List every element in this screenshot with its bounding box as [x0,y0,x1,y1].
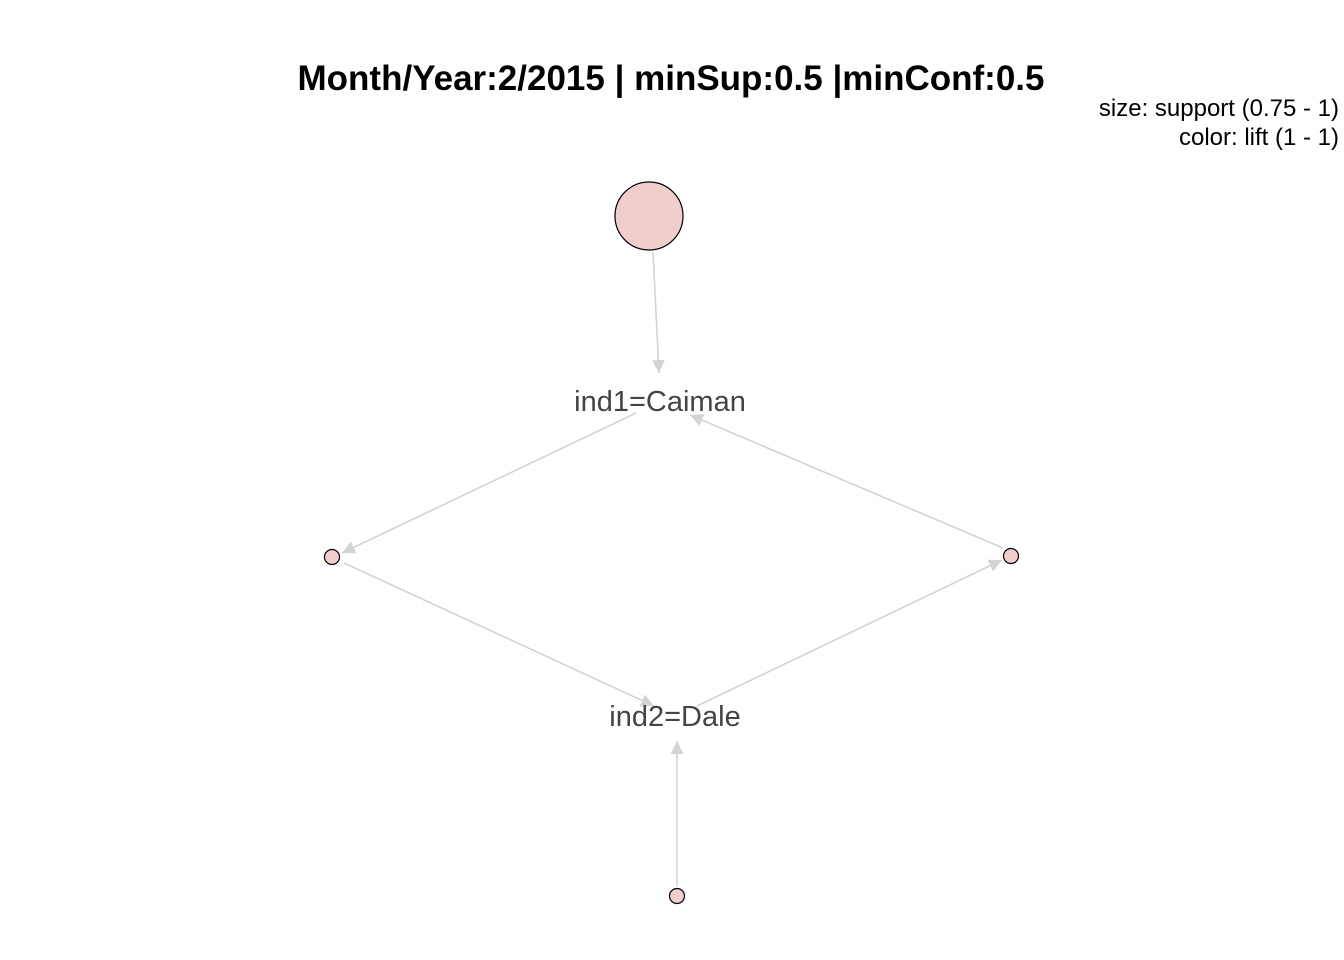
rule-node-right [1002,547,1020,565]
legend-color: color: lift (1 - 1) [1179,124,1339,151]
item-label-caiman: ind1=Caiman [574,386,746,418]
edge-caiman-to-r-left [341,412,637,554]
item-label-dale: ind2=Dale [609,701,740,733]
rule-node-bottom [668,887,686,905]
legend-size: size: support (0.75 - 1) [1099,95,1339,122]
rule-nodes [323,181,1020,905]
edges [341,251,1004,886]
edge-r-left-to-dale [343,562,655,707]
rule-node-top [614,181,684,251]
plot-title: Month/Year:2/2015 | minSup:0.5 |minConf:… [298,59,1045,98]
rule-node-left [323,548,341,566]
edge-dale-to-r-right [696,559,1003,707]
edge-r-top-to-caiman [651,251,665,374]
edge-r-right-to-caiman [689,414,1004,549]
